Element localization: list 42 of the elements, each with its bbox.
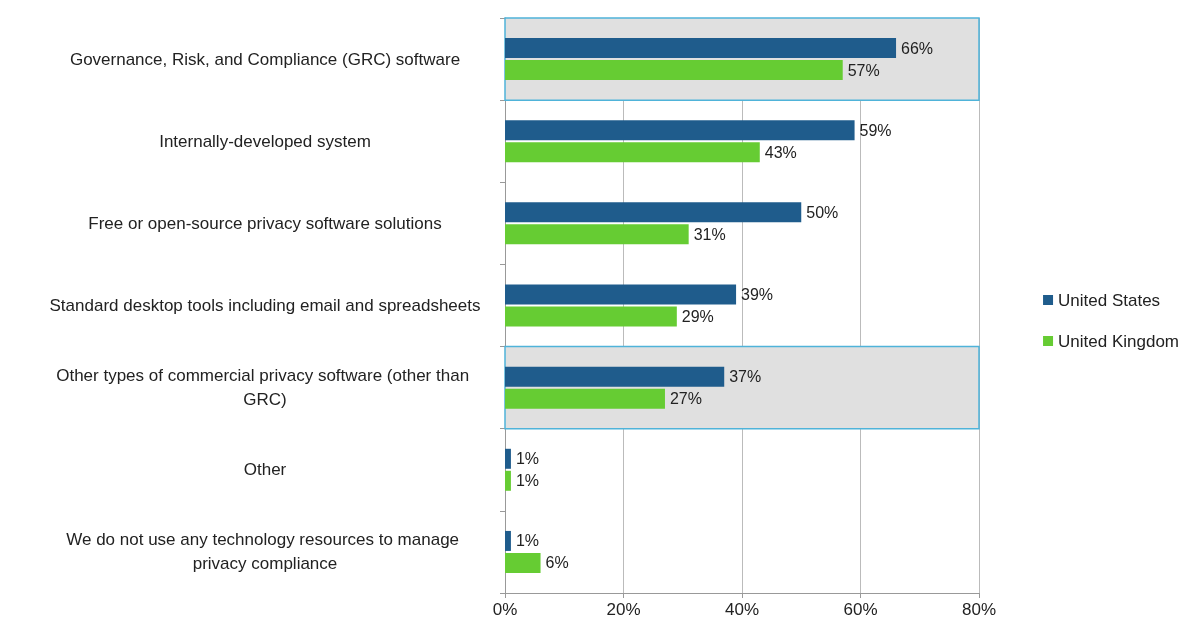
y-tick-label: Standard desktop tools including email and spreadsheets: [49, 296, 481, 315]
x-tick-label: 20%: [606, 600, 641, 619]
x-tick-label: 0%: [492, 600, 518, 619]
bar: [505, 202, 802, 223]
x-tick-label: 40%: [724, 600, 760, 619]
data-label: 57%: [847, 61, 880, 79]
bar: [505, 388, 665, 409]
data-label: 66%: [901, 39, 934, 57]
legend-label: United States: [1058, 290, 1161, 310]
y-tick-label: Free or open-source privacy software solutions: [88, 213, 442, 233]
y-tick-label: Other types of commercial privacy software (other than GRC): [56, 366, 474, 410]
bar: [505, 366, 725, 387]
bar: [505, 306, 677, 327]
data-label: 1%: [515, 450, 540, 468]
data-label: 1%: [515, 532, 540, 550]
y-tick-label: We do not use any technology resources to manage privacy compliance: [66, 530, 464, 574]
data-label: 27%: [669, 390, 703, 408]
bar: [505, 120, 855, 141]
data-label: 50%: [806, 203, 839, 221]
legend-label: United Kingdom: [1058, 331, 1180, 351]
data-label: 59%: [859, 121, 892, 139]
data-label: 37%: [729, 368, 762, 386]
bar: [505, 60, 843, 81]
bar: [505, 552, 541, 573]
data-label: 43%: [764, 143, 797, 161]
y-tick-label: Internally-developed system: [159, 131, 371, 151]
bar: [505, 142, 760, 163]
data-label: 39%: [741, 286, 774, 303]
bar: [505, 38, 897, 59]
bar: [505, 448, 511, 469]
bar: [505, 530, 511, 551]
data-label: 6%: [545, 554, 569, 572]
bar: [505, 470, 511, 491]
x-tick-label: 80%: [961, 600, 997, 619]
bar: [505, 284, 737, 305]
x-tick-label: 60%: [843, 600, 878, 619]
bar: [505, 224, 689, 245]
y-tick-label: Governance, Risk, and Compliance (GRC) software: [69, 49, 461, 69]
y-tick-label: Other: [243, 460, 287, 480]
data-label: 31%: [693, 225, 726, 243]
data-label: 29%: [681, 308, 714, 325]
data-label: 1%: [515, 472, 540, 490]
